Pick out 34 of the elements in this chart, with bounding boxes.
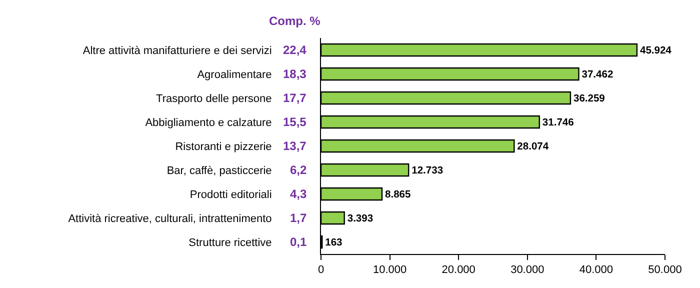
text: 1,7 <box>290 211 308 225</box>
text: 13,7 <box>283 139 307 153</box>
y-tick-label: Agroalimentare <box>197 68 272 81</box>
text: Comp. % <box>269 14 321 28</box>
data-label: 3.393 <box>347 213 374 224</box>
y-tick-label: Bar, caffè, pasticcerie <box>166 164 272 177</box>
data-label: 12.733 <box>412 165 444 176</box>
data-label: 36.259 <box>573 93 606 104</box>
data-label: 28.074 <box>517 141 549 152</box>
data-label: 8.865 <box>385 189 411 200</box>
data-label: 37.462 <box>582 69 614 80</box>
x-tick-label: 40.000 <box>579 264 614 276</box>
y-tick-label: Ristoranti e pizzerie <box>175 140 272 153</box>
text: 4,3 <box>290 187 308 201</box>
text: 22,4 <box>283 43 307 57</box>
data-label: 45.924 <box>640 45 672 56</box>
text: 17,7 <box>283 91 307 105</box>
x-tick-label: 30.000 <box>510 264 544 276</box>
x-tick-label: 50.000 <box>648 264 682 276</box>
text: 0,1 <box>290 235 308 249</box>
y-tick-label: Abbigliamento e calzature <box>145 116 272 129</box>
data-label: 163 <box>325 237 343 248</box>
y-tick-label: Attività ricreative, culturali, intrattenimento <box>68 212 272 225</box>
x-tick-label: 0 <box>318 264 324 276</box>
text: 15,5 <box>283 115 307 129</box>
x-tick-label: 20.000 <box>442 264 476 276</box>
y-tick-label: Altre attività manifatturiere e dei servizi <box>82 44 272 57</box>
data-label: 31.746 <box>542 117 574 128</box>
x-tick-label: 10.000 <box>372 264 407 276</box>
y-tick-label: Trasporto delle persone <box>156 92 272 105</box>
y-tick-label: Prodotti editoriali <box>190 188 272 201</box>
text: 6,2 <box>290 163 308 177</box>
y-tick-label: Strutture ricettive <box>188 236 272 249</box>
text: 18,3 <box>283 67 307 81</box>
